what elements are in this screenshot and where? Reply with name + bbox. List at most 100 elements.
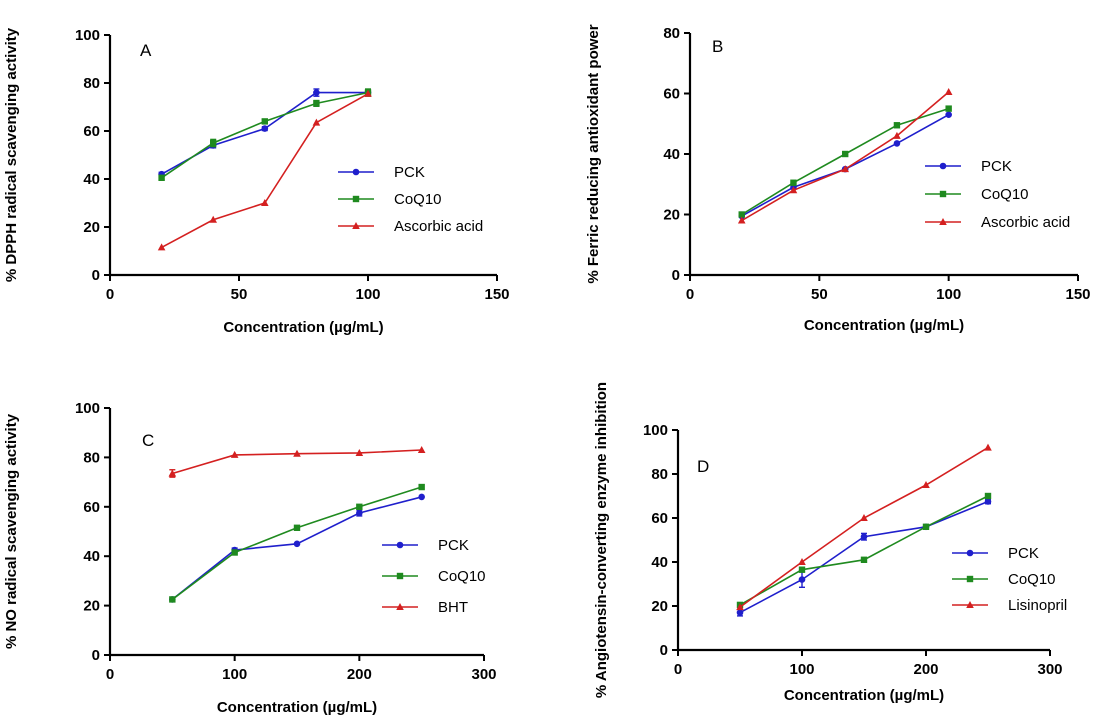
legend-label: PCK: [1008, 545, 1039, 562]
y-tick-label: 100: [643, 422, 668, 439]
panel-label: A: [140, 41, 152, 60]
x-axis-label: Concentration (µg/mL): [784, 687, 944, 704]
y-tick-label: 80: [83, 449, 100, 466]
y-tick-label: 100: [75, 400, 100, 417]
y-tick-label: 20: [663, 207, 680, 224]
data-point: [798, 566, 806, 573]
data-point: [922, 481, 930, 488]
legend-marker: [396, 603, 404, 610]
y-tick-label: 40: [83, 171, 100, 188]
panel-label: B: [712, 37, 723, 56]
x-tick-label: 300: [471, 666, 496, 683]
data-point: [293, 524, 301, 531]
x-axis-label: Concentration (µg/mL): [223, 319, 383, 336]
data-point: [293, 449, 301, 457]
series-line-pck: [171, 496, 422, 601]
legend-marker: [352, 195, 360, 203]
y-tick-label: 40: [651, 554, 668, 571]
y-tick-label: 0: [660, 642, 668, 659]
x-tick-label: 50: [231, 286, 248, 303]
data-point: [893, 140, 901, 147]
y-tick-label: 80: [663, 25, 680, 42]
legend-marker: [939, 162, 947, 170]
data-point: [293, 540, 301, 548]
data-point: [944, 87, 953, 95]
chart-panel-c: 0 20 40 60 80 100 0 100 200 300 Concentration (µg/…: [3, 400, 497, 716]
x-tick-label: 300: [1037, 661, 1062, 678]
data-point: [984, 492, 992, 500]
series-line-pck: [161, 91, 368, 175]
y-tick-label: 20: [83, 219, 100, 236]
legend-label: BHT: [438, 599, 468, 616]
legend-label: CoQ10: [394, 191, 442, 208]
legend-marker: [966, 575, 974, 583]
data-point: [798, 576, 806, 583]
x-tick-label: 200: [913, 661, 938, 678]
series-line-coq10: [161, 91, 369, 179]
legend-marker: [396, 541, 404, 549]
chart-panel-d: 0 20 40 60 80 100 0 100 200 300 Concentration (µg/…: [593, 382, 1067, 704]
data-point: [860, 514, 868, 521]
data-point: [860, 556, 868, 563]
y-tick-label: 80: [651, 466, 668, 483]
y-axis-label: % DPPH radical scavenging activity: [3, 27, 20, 282]
legend-label: CoQ10: [1008, 571, 1056, 588]
legend-marker: [966, 549, 974, 557]
data-point: [860, 533, 868, 540]
data-point: [356, 503, 363, 510]
chart-panel-a: 0 20 40 60 80 100 0 50 100 150 Concentration (µg/m…: [3, 27, 510, 336]
x-tick-label: 0: [106, 666, 114, 683]
data-point: [737, 216, 746, 224]
data-point: [418, 483, 425, 491]
legend-marker: [939, 218, 947, 225]
x-axis-label: Concentration (µg/mL): [217, 699, 377, 716]
data-point: [922, 523, 930, 530]
legend-label: PCK: [394, 164, 425, 181]
data-point: [984, 498, 992, 505]
data-point: [209, 215, 217, 223]
legend-marker: [396, 572, 404, 580]
y-tick-label: 20: [651, 598, 668, 615]
data-point: [312, 118, 321, 126]
data-point: [356, 509, 363, 517]
x-tick-label: 150: [484, 286, 509, 303]
legend-label: Ascorbic acid: [981, 214, 1070, 231]
y-tick-label: 60: [83, 499, 100, 516]
data-point: [841, 165, 849, 173]
x-tick-label: 0: [106, 286, 114, 303]
legend-marker: [352, 222, 360, 229]
y-tick-label: 80: [83, 75, 100, 92]
legend-marker: [939, 190, 947, 198]
y-axis-label: % NO radical scavenging activity: [3, 413, 20, 649]
y-tick-label: 100: [75, 27, 100, 44]
y-tick-label: 20: [83, 598, 100, 615]
data-point: [790, 179, 797, 186]
data-point: [798, 558, 806, 565]
y-axis-label: % Angiotensin-converting enzyme inhibiti…: [593, 382, 610, 698]
x-axis-label: Concentration (µg/mL): [804, 317, 964, 334]
data-point: [355, 448, 364, 456]
legend-label: CoQ10: [981, 186, 1029, 203]
x-tick-label: 100: [789, 661, 814, 678]
x-tick-label: 100: [222, 666, 247, 683]
x-tick-label: 100: [936, 286, 961, 303]
legend-marker: [966, 601, 974, 608]
x-tick-label: 50: [811, 286, 828, 303]
data-point: [169, 596, 176, 603]
y-tick-label: 0: [92, 647, 100, 664]
panel-label: C: [142, 431, 154, 450]
y-tick-label: 40: [83, 548, 100, 565]
legend-label: PCK: [981, 158, 1012, 175]
data-point: [231, 549, 238, 556]
legend-label: Lisinopril: [1008, 597, 1067, 614]
data-point: [842, 150, 849, 158]
data-point: [893, 131, 901, 139]
y-axis-label: % Ferric reducing antioxidant power: [585, 24, 602, 283]
data-point: [168, 469, 177, 477]
y-tick-label: 60: [83, 123, 100, 140]
series-line-coq10: [739, 495, 989, 606]
x-tick-label: 0: [674, 661, 682, 678]
data-point: [893, 122, 901, 129]
data-point: [210, 139, 217, 147]
